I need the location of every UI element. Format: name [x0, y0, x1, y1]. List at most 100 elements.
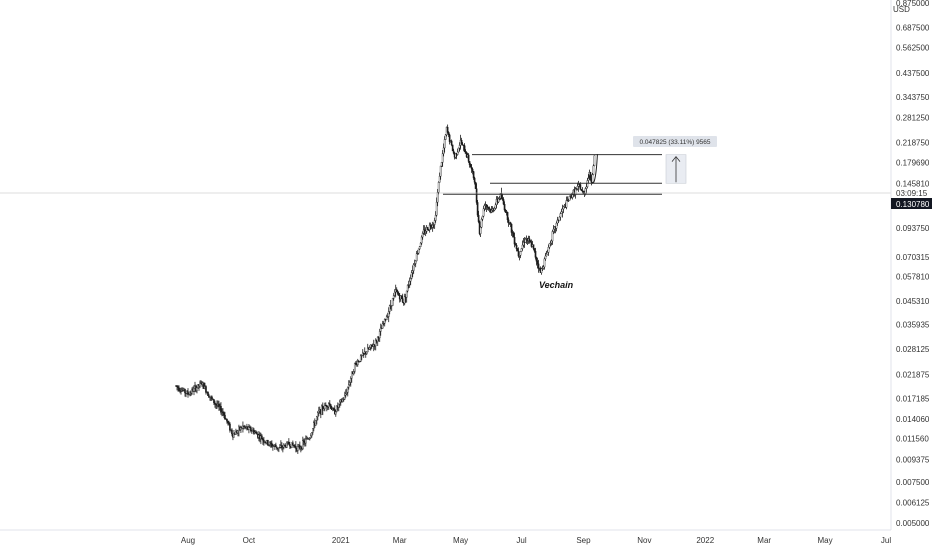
- candle-body: [568, 196, 571, 201]
- y-tick-label: 0.093750: [896, 224, 930, 233]
- candle-body: [292, 442, 294, 446]
- candle-body: [510, 223, 513, 233]
- candle-body: [393, 291, 396, 296]
- candle-body: [415, 253, 418, 262]
- candle-body: [208, 395, 210, 398]
- candle-body: [436, 192, 439, 203]
- candle-body: [592, 165, 595, 175]
- candle-body: [528, 238, 531, 242]
- candle-body: [344, 393, 347, 396]
- annotation-vechain: Vechain: [539, 280, 574, 290]
- candle-body: [187, 391, 189, 395]
- measure-tool: 0.047825 (33.11%) 9565: [633, 136, 717, 184]
- candle-body: [579, 184, 582, 190]
- candle-body: [474, 182, 477, 189]
- x-tick-label: Aug: [181, 536, 195, 545]
- candle-body: [408, 280, 411, 285]
- candle-body: [348, 382, 351, 386]
- x-tick-label: Mar: [393, 536, 407, 545]
- y-tick-label: 0.017185: [896, 395, 930, 404]
- x-tick-label: Jul: [516, 536, 526, 545]
- candle-body: [451, 144, 454, 152]
- candle-body: [593, 155, 596, 167]
- candle-body: [346, 386, 349, 393]
- candle-body: [524, 239, 527, 243]
- candle-body: [328, 403, 331, 405]
- candle-body: [512, 232, 515, 238]
- candle-body: [220, 405, 222, 413]
- y-tick-label: 0.045310: [896, 297, 930, 306]
- candle-body: [502, 199, 505, 205]
- time-axis[interactable]: Aug Oct 2021 Mar May Jul Sep Nov 2022 Mar May Jul: [181, 536, 891, 545]
- candle-body: [347, 384, 350, 388]
- candle-body: [212, 398, 214, 400]
- y-tick-label: 0.014060: [896, 415, 930, 424]
- candle-body: [576, 186, 579, 189]
- candle-body: [534, 250, 537, 258]
- y-tick-label: 0.011560: [896, 435, 929, 444]
- candle-body: [535, 257, 538, 262]
- candle-body: [275, 444, 277, 448]
- candle-body: [476, 202, 479, 216]
- candle-body: [434, 215, 437, 221]
- candle-body: [353, 363, 356, 372]
- candle-body: [251, 430, 253, 432]
- candle-body: [446, 126, 449, 133]
- candle-body: [475, 188, 478, 203]
- candle-body: [452, 150, 455, 154]
- candle-body: [509, 222, 512, 225]
- candle-body: [481, 215, 484, 220]
- candle-body: [507, 219, 510, 224]
- candle-body: [521, 244, 524, 249]
- candle-body: [448, 134, 451, 142]
- candle-body: [289, 444, 291, 447]
- candle-body: [457, 147, 460, 153]
- candle-body: [414, 260, 417, 264]
- candle-body: [312, 428, 314, 433]
- candle-body: [400, 295, 403, 299]
- candle-body: [471, 168, 474, 172]
- x-tick-label: 2022: [696, 536, 714, 545]
- candle-body: [227, 421, 229, 424]
- candle-body: [205, 386, 207, 393]
- candle-body: [482, 208, 485, 217]
- candle-body: [585, 186, 588, 189]
- y-tick-label: 0.179690: [896, 158, 930, 167]
- candle-body: [560, 211, 563, 214]
- candle-body: [178, 387, 180, 391]
- candle-body: [184, 389, 186, 394]
- candle-body: [419, 242, 422, 247]
- candle-body: [450, 140, 453, 146]
- candle-body: [233, 433, 235, 438]
- candle-body: [490, 210, 493, 213]
- x-tick-label: 2021: [332, 536, 350, 545]
- x-tick-label: Mar: [757, 536, 771, 545]
- candle-body: [561, 208, 564, 212]
- candle-body: [440, 162, 443, 167]
- candle-body: [485, 204, 488, 207]
- candle-body: [199, 382, 201, 387]
- candle-body: [520, 248, 523, 252]
- candle-body: [463, 145, 466, 153]
- candle-body: [250, 427, 252, 432]
- candle-body: [316, 416, 318, 421]
- candle-body: [411, 270, 414, 273]
- candle-body: [207, 391, 209, 396]
- candle-body: [405, 290, 408, 298]
- candle-body: [447, 131, 450, 136]
- candle-body: [443, 139, 446, 149]
- candle-body: [458, 145, 461, 149]
- candle-body: [295, 445, 297, 449]
- candle-body: [256, 432, 258, 435]
- x-tick-label: Jul: [881, 536, 891, 545]
- candle-body: [544, 255, 547, 260]
- candle-body: [537, 263, 540, 269]
- candle-body: [431, 224, 434, 228]
- candle-body: [504, 209, 507, 213]
- candle-series: [175, 124, 596, 454]
- candle-body: [540, 268, 543, 273]
- y-tick-label: 0.009375: [896, 456, 930, 465]
